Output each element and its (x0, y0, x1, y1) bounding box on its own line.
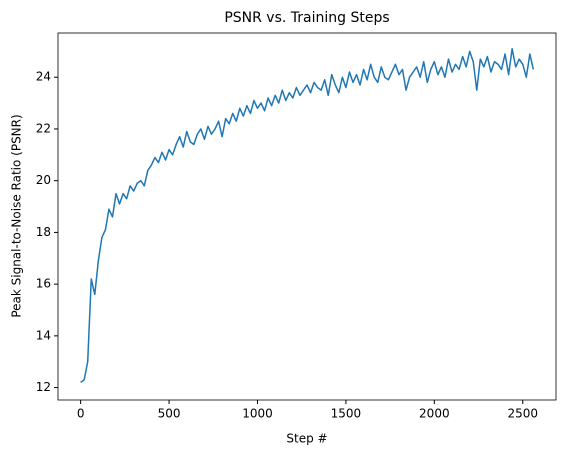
y-tick-label: 18 (36, 225, 51, 239)
plot-frame (57, 32, 557, 401)
x-tick-label: 1000 (242, 407, 273, 421)
y-tick-label: 20 (36, 173, 51, 187)
x-tick-label: 2000 (419, 407, 450, 421)
x-tick-label: 0 (77, 407, 85, 421)
x-tick-label: 2500 (507, 407, 538, 421)
x-axis-label: Step # (286, 432, 327, 446)
y-tick-label: 24 (36, 70, 51, 84)
y-tick-label: 14 (36, 328, 51, 342)
y-tick-label: 22 (36, 121, 51, 135)
chart-title: PSNR vs. Training Steps (224, 10, 389, 26)
y-tick-label: 12 (36, 380, 51, 394)
x-tick-label: 1500 (331, 407, 362, 421)
data-line (80, 48, 535, 384)
x-tick-label: 500 (158, 407, 181, 421)
y-tick-label: 16 (36, 277, 51, 291)
y-axis-label: Peak Signal-to-Noise Ratio (PSNR) (10, 114, 24, 317)
